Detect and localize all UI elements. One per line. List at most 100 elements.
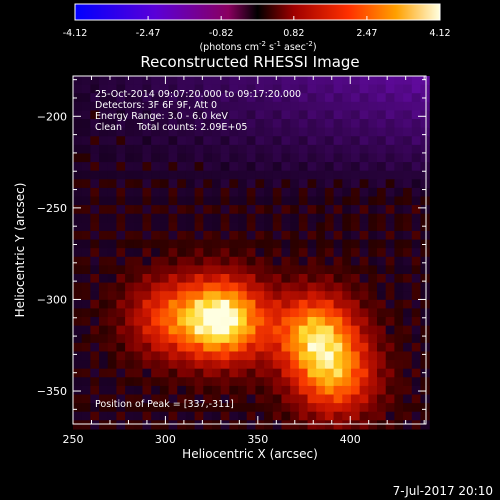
heatmap-cell (116, 377, 126, 387)
heatmap-cell (350, 76, 361, 86)
heatmap-cell (133, 394, 144, 404)
heatmap-cell (81, 230, 91, 241)
heatmap-cell (203, 239, 213, 249)
heatmap-cell (81, 127, 91, 137)
heatmap-cell (125, 144, 135, 155)
heatmap-cell (116, 127, 126, 137)
heatmap-cell (394, 377, 404, 387)
heatmap-cell (385, 291, 395, 301)
heatmap-cell (264, 334, 274, 344)
heatmap-cell (211, 187, 222, 198)
heatmap-cell (177, 308, 187, 318)
heatmap-cell (203, 265, 213, 275)
heatmap-cell (73, 265, 83, 275)
heatmap-cell (385, 213, 395, 223)
heatmap-cell (342, 394, 352, 404)
heatmap-cell (159, 205, 170, 215)
heatmap-cell (307, 162, 317, 172)
heatmap-cell (220, 325, 230, 335)
heatmap-cell (298, 179, 309, 189)
heatmap-cell (203, 187, 213, 198)
heatmap-cell (229, 110, 239, 120)
heatmap-cell (246, 153, 257, 163)
heatmap-cell (73, 136, 83, 146)
heatmap-cell (211, 394, 222, 404)
heatmap-cell (411, 325, 422, 335)
heatmap-cell (99, 162, 109, 172)
heatmap-cell (385, 248, 395, 258)
heatmap-cell (177, 394, 187, 404)
heatmap-cell (116, 170, 126, 180)
heatmap-cell (99, 119, 109, 129)
heatmap-cell (194, 351, 204, 361)
heatmap-cell (359, 360, 369, 370)
heatmap-cell (229, 84, 239, 94)
heatmap-cell (73, 93, 83, 103)
heatmap-cell (420, 248, 430, 258)
heatmap-cell (238, 93, 248, 103)
heatmap-cell (298, 136, 309, 146)
heatmap-cell (385, 179, 395, 189)
heatmap-cell (159, 325, 170, 335)
heatmap-cell (316, 360, 326, 370)
heatmap-cell (333, 248, 343, 258)
heatmap-cell (307, 110, 317, 120)
heatmap-cell (385, 308, 395, 318)
heatmap-cell (394, 334, 404, 344)
heatmap-cell (159, 377, 170, 387)
heatmap-cell (107, 248, 118, 258)
heatmap-cell (368, 351, 378, 361)
heatmap-cell (90, 162, 100, 172)
heatmap-cell (316, 179, 326, 189)
heatmap-cell (194, 273, 204, 284)
heatmap-cell (151, 187, 161, 198)
heatmap-cell (281, 127, 291, 137)
heatmap-cell (159, 119, 170, 129)
heatmap-cell (255, 127, 265, 137)
heatmap-cell (229, 308, 239, 318)
heatmap-cell (133, 222, 144, 232)
heatmap-cell (298, 411, 309, 421)
heatmap-cell (298, 282, 309, 292)
heatmap-cell (194, 101, 204, 112)
heatmap-cell (411, 317, 422, 327)
heatmap-cell (316, 256, 326, 266)
heatmap-cell (307, 291, 317, 301)
heatmap-cell (133, 76, 144, 86)
heatmap-cell (307, 368, 317, 378)
heatmap-cell (125, 403, 135, 413)
heatmap-cell (107, 136, 118, 146)
heatmap-cell (377, 153, 387, 163)
heatmap-cell (194, 282, 204, 292)
heatmap-cell (151, 101, 161, 112)
heatmap-cell (350, 256, 361, 266)
heatmap-cell (333, 205, 343, 215)
heatmap-cell (307, 377, 317, 387)
heatmap-cell (359, 127, 369, 137)
heatmap-cell (281, 377, 291, 387)
heatmap-cell (185, 248, 196, 258)
heatmap-cell (220, 368, 230, 378)
heatmap-cell (272, 84, 283, 94)
heatmap-cell (394, 179, 404, 189)
heatmap-cell (316, 291, 326, 301)
heatmap-cell (220, 84, 230, 94)
heatmap-cell (211, 291, 222, 301)
heatmap-cell (151, 144, 161, 155)
heatmap-cell (90, 325, 100, 335)
heatmap-cell (238, 144, 248, 155)
heatmap-cell (73, 299, 83, 310)
heatmap-cell (220, 342, 230, 353)
heatmap-cell (281, 317, 291, 327)
heatmap-cell (377, 317, 387, 327)
heatmap-cell (116, 136, 126, 146)
heatmap-cell (168, 377, 178, 387)
heatmap-cell (324, 136, 335, 146)
heatmap-cell (350, 317, 361, 327)
heatmap-cell (281, 385, 291, 396)
heatmap-cell (368, 101, 378, 112)
heatmap-cell (342, 187, 352, 198)
heatmap-cell (125, 411, 135, 421)
heatmap-cell (385, 368, 395, 378)
heatmap-cell (394, 317, 404, 327)
